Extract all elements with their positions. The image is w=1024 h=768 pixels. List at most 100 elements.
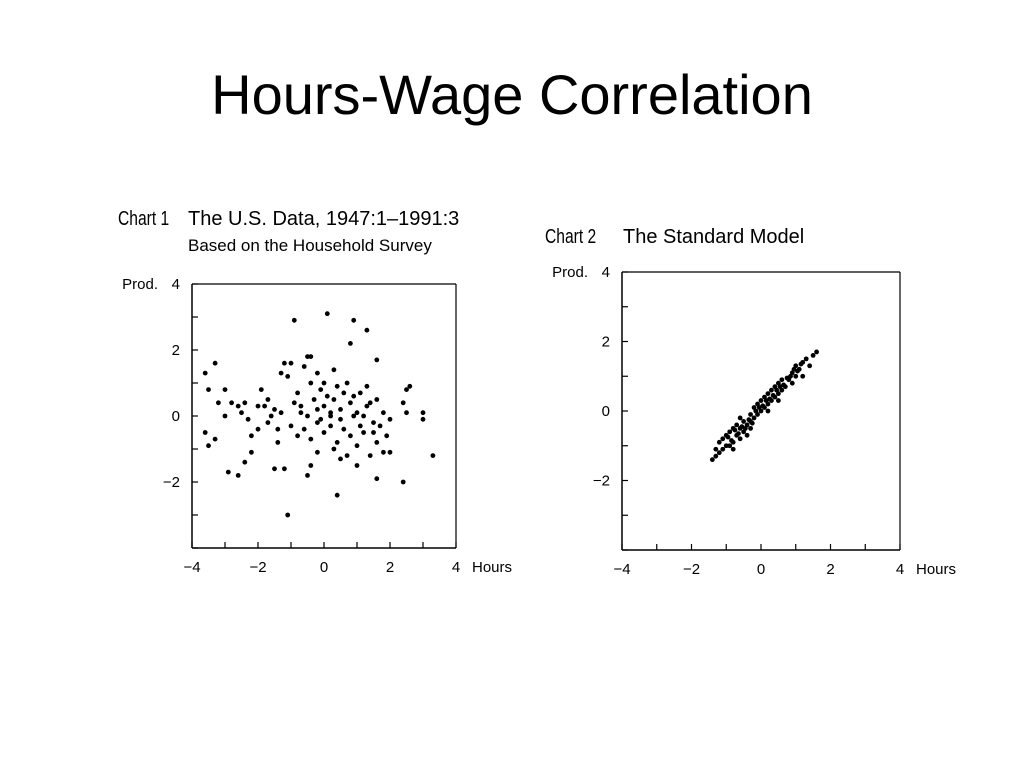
chart2-data-point [807, 363, 813, 369]
chart1-data-point [364, 383, 370, 389]
chart1-data-point [222, 387, 228, 392]
chart1-data-point [315, 449, 320, 455]
chart2-y-tick-label: −2 [593, 473, 610, 490]
chart2-y-axis-label: Prod. [552, 264, 588, 281]
chart1-data-point [361, 430, 366, 435]
chart1-data-point [430, 453, 436, 458]
chart1-data-point [268, 413, 274, 419]
chart2-data-point [713, 453, 719, 459]
chart1-data-point [301, 426, 307, 432]
chart1-data-point [334, 440, 340, 445]
chart2-data-point [720, 446, 726, 452]
chart1-data-point [381, 410, 386, 416]
chart1-data-point [282, 466, 287, 472]
chart1-x-tick-label: 4 [452, 559, 460, 576]
chart1-data-point [331, 446, 337, 452]
chart1-data-point [374, 357, 380, 363]
chart1-data-point [202, 430, 208, 435]
chart1-data-point [285, 374, 291, 379]
chart1-y-tick-label: 2 [172, 342, 180, 359]
chart1-data-point [334, 492, 340, 498]
chart1-data-point [404, 387, 409, 392]
chart1-data-point [275, 440, 281, 445]
chart2-data-point [814, 349, 819, 355]
chart2-data-point [774, 387, 780, 393]
chart1-y-tick-label: 0 [172, 408, 180, 425]
chart1-data-point [239, 410, 244, 416]
chart1-data-point [371, 430, 376, 435]
chart2-data-point [716, 450, 722, 456]
chart1-data-point [338, 407, 343, 412]
chart1-data-point [206, 443, 211, 449]
chart1-data-point [321, 430, 327, 435]
chart2-data-point [742, 425, 748, 431]
chart1-data-point [357, 390, 363, 396]
chart1-data-point [272, 407, 277, 412]
chart2-x-tick-label: −4 [613, 561, 630, 578]
chart1-data-point [364, 327, 370, 333]
chart2-data-point [716, 439, 722, 445]
chart1-y-tick-label: 4 [172, 276, 180, 293]
chart1-data-point [341, 390, 347, 396]
chart2-data-point [713, 446, 719, 452]
chart1-data-point [249, 433, 254, 439]
chart2-data-point [769, 387, 774, 393]
chart1-data-point [361, 413, 366, 419]
chart2-data-point [795, 368, 800, 374]
chart1-data-point [328, 410, 333, 416]
chart2-x-tick-label: 0 [757, 561, 765, 578]
chart2-data-point [781, 382, 786, 388]
chart2-data-point [765, 408, 771, 414]
chart1-data-point [315, 420, 320, 425]
chart2-data-point [709, 457, 715, 463]
chart1-data-point [308, 354, 314, 359]
chart1-data-point [308, 380, 314, 386]
chart2-data-point [798, 361, 804, 367]
chart2-data-point [767, 396, 773, 402]
chart2-data-point [737, 415, 743, 421]
chart1-data-point [206, 387, 211, 392]
chart2-data-point [803, 356, 809, 362]
chart1-data-point [225, 469, 231, 475]
chart2-data-point [810, 353, 816, 358]
chart1-data-point [318, 387, 324, 392]
chart1-data-point [298, 403, 304, 409]
chart1-data-point [351, 393, 357, 399]
chart1-title: The U.S. Data, 1947:1–1991:3 [188, 208, 460, 230]
chart2-y-tick-label: 2 [602, 334, 610, 351]
chart1-data-point [354, 410, 360, 416]
chart2-data-point [749, 420, 755, 426]
chart2-y-tick-label: 0 [602, 403, 610, 420]
chart2-data-point [720, 436, 726, 442]
chart1-data-point [371, 420, 376, 425]
chart1-data-point [285, 512, 291, 518]
chart1-data-point [288, 423, 294, 429]
chart2-data-point [727, 429, 733, 435]
chart1-data-point [282, 360, 287, 366]
chart2-data-point [727, 443, 733, 449]
chart2-x-tick-label: −2 [683, 561, 700, 578]
chart2-x-tick-label: 2 [826, 561, 834, 578]
chart2-label: Chart 2 [545, 226, 597, 248]
chart1-data-point [305, 473, 310, 478]
chart1-data-point [216, 400, 221, 406]
chart2-data-point [730, 446, 736, 452]
chart2-x-tick-label: 4 [896, 561, 904, 578]
chart1-data-point [344, 453, 350, 458]
chart1-data-point [305, 354, 310, 359]
chart2-title: The Standard Model [623, 226, 805, 248]
chart1-x-tick-label: −4 [183, 559, 200, 576]
chart2-data-point [775, 398, 781, 403]
chart2-data-point [732, 427, 738, 433]
chart1-subtitle: Based on the Household Survey [188, 236, 432, 255]
chart1-data-point [384, 433, 390, 439]
chart1-data-point [278, 410, 284, 416]
chart1-data-point [318, 416, 324, 422]
chart1-data-point [235, 403, 241, 409]
chart1-data-point [265, 420, 271, 425]
chart1-data-point [288, 360, 294, 366]
chart2-data-point [744, 432, 750, 438]
chart1-data-point [328, 413, 333, 419]
chart1-data-point [341, 426, 347, 432]
